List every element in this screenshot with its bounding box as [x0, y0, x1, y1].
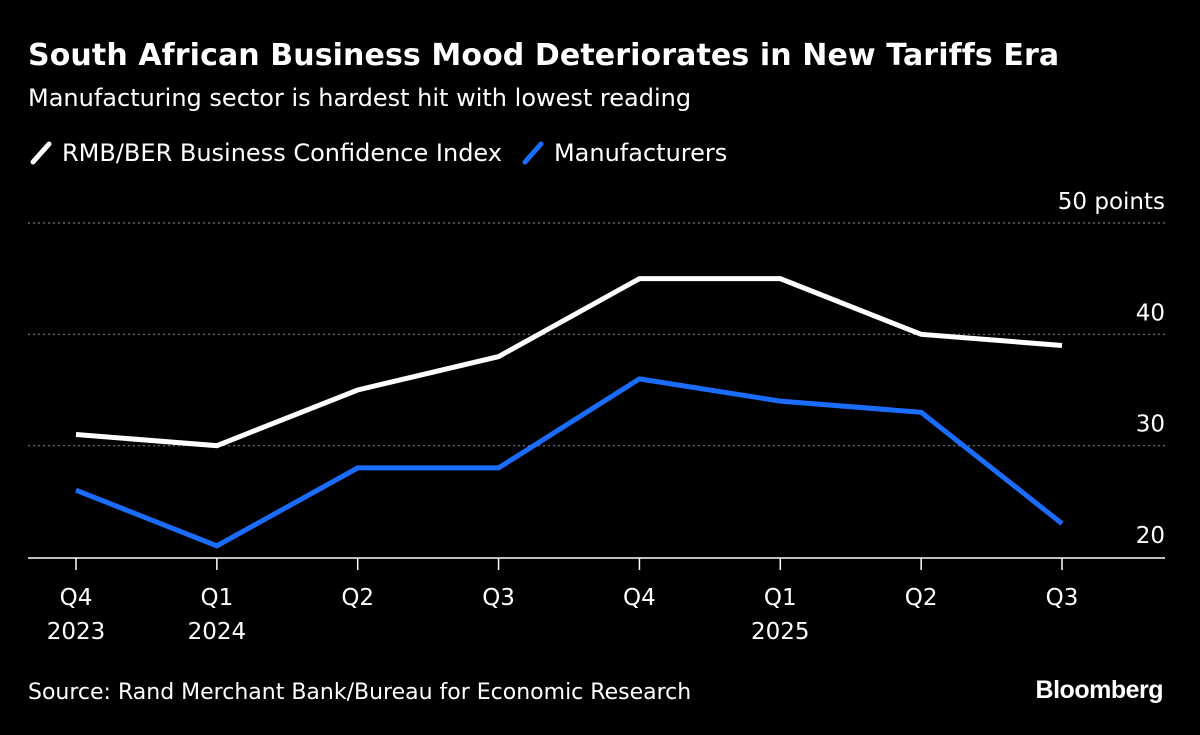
grid-layer: [28, 222, 1165, 447]
x-tick-label-quarter-7: Q3: [1046, 585, 1079, 611]
x-tick-label-quarter-5: Q1: [764, 585, 797, 611]
y-tick-label-30: 30: [1136, 412, 1165, 438]
legend-item-business-confidence: RMB/BER Business Confidence Index: [28, 139, 502, 167]
x-tick-label-quarter-3: Q3: [482, 585, 515, 611]
x-tick-label-quarter-4: Q4: [623, 585, 656, 611]
x-tick-label-year-1: 2024: [188, 619, 247, 645]
legend-label-manufacturers: Manufacturers: [553, 139, 728, 167]
chart-title: South African Business Mood Deteriorates…: [28, 38, 1060, 73]
chart-subtitle: Manufacturing sector is hardest hit with…: [28, 84, 692, 112]
tick-label-layer: 50 points 40 30 20 Q4 2023 Q1 2024 Q2 Q3 Q4 Q1 2025 Q…: [47, 189, 1165, 645]
source-note: Source: Rand Merchant Bank/Bureau for Ec…: [28, 680, 692, 705]
series-line-manufacturers: [75, 376, 1064, 549]
series-line-business-confidence: [75, 276, 1063, 449]
x-tick-label-quarter-1: Q1: [200, 585, 233, 611]
legend-swatch-business-confidence: [30, 141, 52, 165]
x-tick-label-year-0: 2023: [47, 619, 106, 645]
legend-line-white: [30, 141, 52, 165]
x-tick-label-quarter-2: Q2: [341, 585, 374, 611]
y-tick-label-20: 20: [1136, 523, 1165, 549]
x-tick-label-year-5: 2025: [751, 619, 810, 645]
legend-line-blue: [522, 141, 544, 165]
legend-item-manufacturers: Manufacturers: [520, 139, 727, 167]
legend: RMB/BER Business Confidence Index Manufa…: [28, 136, 745, 170]
x-axis: [28, 557, 1165, 570]
y-tick-label-40: 40: [1136, 300, 1165, 326]
x-tick-label-quarter-0: Q4: [60, 585, 93, 611]
legend-swatch-manufacturers: [522, 141, 544, 165]
legend-label-business-confidence: RMB/BER Business Confidence Index: [62, 139, 502, 167]
y-tick-label-50: 50 points: [1058, 189, 1165, 215]
bloomberg-logo: Bloomberg: [1035, 676, 1164, 704]
series-layer: [75, 276, 1064, 549]
x-tick-label-quarter-6: Q2: [905, 585, 938, 611]
